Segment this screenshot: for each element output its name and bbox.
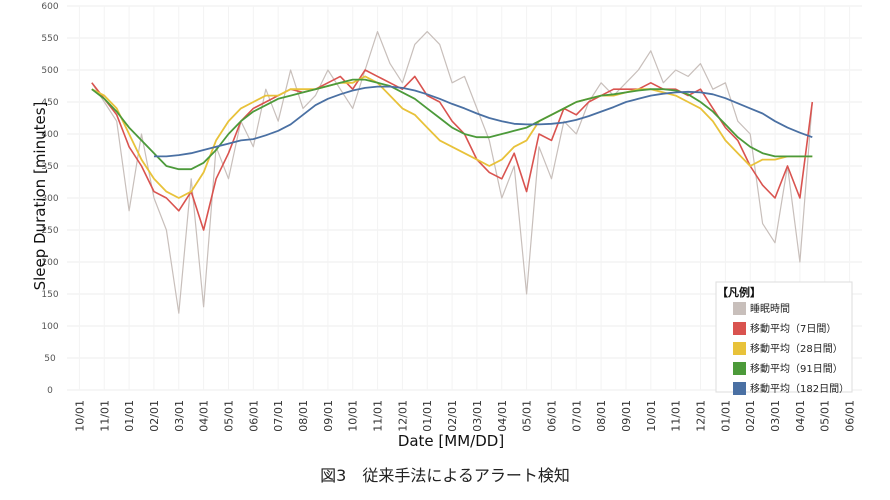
x-tick-label: 05/01 — [222, 400, 235, 432]
legend-title: 【凡例】 — [717, 285, 761, 299]
legend-swatch — [733, 382, 746, 395]
x-tick-label: 12/01 — [695, 400, 708, 432]
x-tick-label: 04/01 — [496, 400, 509, 432]
legend-label: 睡眠時間 — [750, 302, 790, 315]
x-tick-label: 08/01 — [297, 400, 310, 432]
y-tick-label: 0 — [47, 386, 53, 396]
x-tick-label: 12/01 — [396, 400, 409, 432]
y-tick-label: 50 — [44, 354, 56, 364]
y-tick-label: 300 — [41, 194, 58, 204]
y-tick-label: 150 — [41, 290, 58, 300]
x-tick-label: 10/01 — [347, 400, 360, 432]
y-axis-ticks: 0 50 100 150 200 250 300 350 400 450 500 550 600 — [41, 2, 58, 396]
legend-label: 移動平均（182日間） — [750, 382, 849, 395]
x-tick-label: 01/01 — [123, 400, 136, 432]
x-tick-label: 01/01 — [719, 400, 732, 432]
y-tick-label: 400 — [41, 130, 58, 140]
x-tick-label: 10/01 — [73, 400, 86, 432]
x-axis-title: Date [MM/DD] — [398, 432, 504, 450]
series-line-2 — [91, 69, 814, 231]
y-axis-title: Sleep Duration [minutes] — [31, 102, 49, 291]
legend-swatch — [733, 302, 746, 315]
x-tick-label: 06/01 — [247, 400, 260, 432]
y-tick-label: 550 — [41, 34, 58, 44]
x-tick-label: 02/01 — [148, 400, 161, 432]
figure-caption: 図3 従来手法によるアラート検知 — [320, 466, 570, 485]
x-tick-label: 08/01 — [595, 400, 608, 432]
series-line-3 — [91, 75, 813, 199]
series-line-5 — [154, 85, 813, 158]
x-tick-label: 06/01 — [844, 400, 857, 432]
x-tick-label: 03/01 — [471, 400, 484, 432]
x-tick-label: 03/01 — [769, 400, 782, 432]
x-tick-label: 09/01 — [322, 400, 335, 432]
y-tick-label: 100 — [41, 322, 58, 332]
legend-swatch — [733, 342, 746, 355]
y-tick-label: 600 — [41, 2, 58, 12]
x-tick-label: 09/01 — [620, 400, 633, 432]
series-line-1 — [91, 31, 813, 314]
x-tick-label: 04/01 — [794, 400, 807, 432]
x-tick-label: 02/01 — [446, 400, 459, 432]
x-tick-label: 11/01 — [98, 400, 111, 432]
x-tick-label: 07/01 — [272, 400, 285, 432]
legend-label: 移動平均（91日間） — [750, 362, 843, 375]
y-tick-label: 350 — [41, 162, 58, 172]
x-tick-label: 06/01 — [545, 400, 558, 432]
y-tick-label: 250 — [41, 226, 58, 236]
legend-label: 移動平均（28日間） — [750, 342, 843, 355]
y-tick-label: 450 — [41, 98, 58, 108]
series-line-4 — [91, 78, 813, 171]
legend-label: 移動平均（7日間） — [750, 322, 836, 335]
x-tick-label: 10/01 — [645, 400, 658, 432]
grid — [67, 5, 862, 391]
sleep-chart: 0 50 100 150 200 250 300 350 400 450 500 550 600 10/… — [31, 2, 862, 450]
x-tick-label: 03/01 — [173, 400, 186, 432]
x-tick-label: 01/01 — [421, 400, 434, 432]
x-tick-label: 04/01 — [198, 400, 211, 432]
x-tick-label: 05/01 — [819, 400, 832, 432]
x-axis-ticks: 10/01 11/01 01/01 02/01 03/01 04/01 05/01 06/01… — [73, 400, 856, 432]
x-tick-label: 11/01 — [372, 400, 385, 432]
x-tick-label: 07/01 — [570, 400, 583, 432]
legend-swatch — [733, 362, 746, 375]
series — [91, 31, 814, 314]
x-tick-label: 11/01 — [670, 400, 683, 432]
x-tick-label: 05/01 — [521, 400, 534, 432]
x-tick-label: 02/01 — [744, 400, 757, 432]
legend-swatch — [733, 322, 746, 335]
y-tick-label: 200 — [41, 258, 58, 268]
y-tick-label: 500 — [41, 66, 58, 76]
